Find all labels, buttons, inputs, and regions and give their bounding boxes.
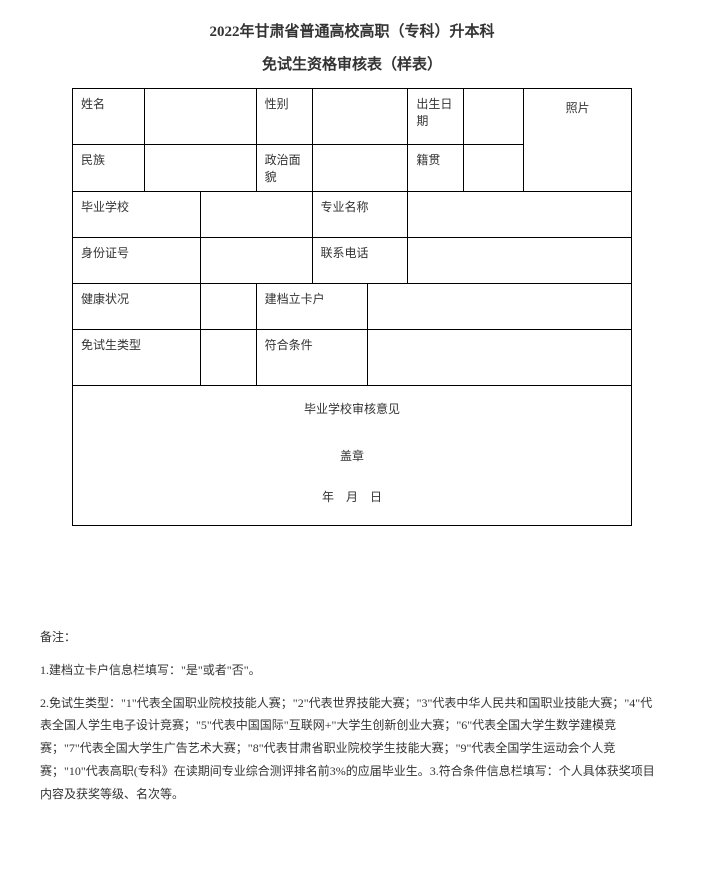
- field-health: [200, 284, 256, 330]
- label-exempttype: 免试生类型: [73, 330, 201, 386]
- photo-cell: 照片: [524, 89, 632, 192]
- field-gender: [312, 89, 408, 145]
- field-ethnicity: [144, 145, 256, 192]
- notes-item-2: 2.免试生类型："1"代表全国职业院校技能人赛；"2"代表世界技能大赛；"3"代…: [40, 692, 664, 806]
- field-qualify: [368, 330, 632, 386]
- field-origin: [464, 145, 524, 192]
- qualification-form-table: 姓名 性别 出生日期 照片 民族 政治面貌 籍贯 毕业学校 专业名称 身份证号 …: [72, 88, 632, 526]
- page-title-line2: 免试生资格审核表（样表）: [40, 53, 664, 74]
- label-idnumber: 身份证号: [73, 238, 201, 284]
- notes-header: 备注：: [40, 626, 664, 649]
- label-health: 健康状况: [73, 284, 201, 330]
- label-filing: 建档立卡户: [256, 284, 368, 330]
- field-birthdate: [464, 89, 524, 145]
- label-gradschool: 毕业学校: [73, 192, 201, 238]
- label-origin: 籍贯: [408, 145, 464, 192]
- review-cell: 毕业学校审核意见 盖章 年 月 日: [73, 386, 632, 526]
- field-exempttype: [200, 330, 256, 386]
- review-title: 毕业学校审核意见: [81, 400, 623, 417]
- page-title-line1: 2022年甘肃省普通高校高职（专科）升本科: [40, 20, 664, 41]
- field-filing: [368, 284, 632, 330]
- field-gradschool: [200, 192, 312, 238]
- review-seal: 盖章: [81, 447, 623, 464]
- label-political: 政治面貌: [256, 145, 312, 192]
- label-qualify: 符合条件: [256, 330, 368, 386]
- label-name: 姓名: [73, 89, 145, 145]
- field-major: [408, 192, 632, 238]
- review-date: 年 月 日: [81, 488, 623, 505]
- field-phone: [408, 238, 632, 284]
- notes-section: 备注： 1.建档立卡户信息栏填写："是"或者"否"。 2.免试生类型："1"代表…: [40, 626, 664, 806]
- label-phone: 联系电话: [312, 238, 408, 284]
- notes-item-1: 1.建档立卡户信息栏填写："是"或者"否"。: [40, 659, 664, 682]
- label-gender: 性别: [256, 89, 312, 145]
- label-birthdate: 出生日期: [408, 89, 464, 145]
- field-name: [144, 89, 256, 145]
- label-ethnicity: 民族: [73, 145, 145, 192]
- label-major: 专业名称: [312, 192, 408, 238]
- field-idnumber: [200, 238, 312, 284]
- field-political: [312, 145, 408, 192]
